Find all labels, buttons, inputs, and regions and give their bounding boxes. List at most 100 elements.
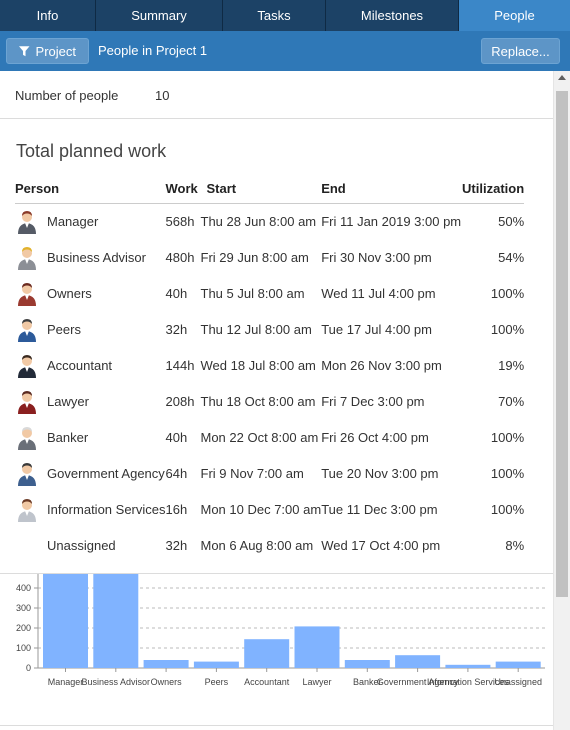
start-date: Mon 10 Dec 7:00 am [200, 501, 322, 517]
work-bar-chart: 0100200300400500ManagerBusiness AdvisorO… [16, 574, 545, 687]
people-count-value: 10 [155, 88, 170, 103]
table-header-row: Person Work Start End Utilization [15, 175, 525, 204]
table-row[interactable]: Peers 32h Thu 12 Jul 8:00 am Tue 17 Jul 4:0… [15, 311, 524, 347]
utilization-value: 100% [490, 285, 525, 301]
people-count-row: Number of people 10 [15, 88, 169, 103]
government-agency-avatar-icon [18, 463, 36, 486]
header-person: Person [15, 175, 166, 204]
project-filter-button[interactable]: Project [6, 38, 89, 64]
end-date: Tue 20 Nov 3:00 pm [321, 465, 439, 481]
table-row[interactable]: Unassigned 32h Mon 6 Aug 8:00 am Wed 17 Oct… [15, 527, 524, 563]
table-row[interactable]: Government Agency 64h Fri 9 Nov 7:00 am Tue… [15, 455, 524, 491]
y-tick-label: 300 [16, 603, 31, 613]
person-name: Business Advisor [47, 249, 146, 265]
tab-summary[interactable]: Summary [96, 0, 223, 31]
start-date: Fri 9 Nov 7:00 am [200, 465, 304, 481]
toolbar-title: People in Project 1 [98, 43, 208, 58]
tab-milestones[interactable]: Milestones [326, 0, 459, 31]
person-name: Manager [47, 213, 99, 229]
scroll-up-arrow-icon[interactable] [558, 75, 566, 80]
utilization-value: 70% [498, 393, 525, 409]
utilization-value: 19% [498, 357, 525, 373]
start-date: Thu 18 Oct 8:00 am [200, 393, 316, 409]
tab-info[interactable]: Info [0, 0, 96, 31]
replace-button[interactable]: Replace... [481, 38, 560, 64]
person-name: Peers [47, 321, 81, 337]
start-date: Mon 22 Oct 8:00 am [200, 429, 319, 445]
x-tick-label: Information Services [427, 677, 510, 687]
table-row[interactable]: Information Services 16h Mon 10 Dec 7:00 a… [15, 491, 524, 527]
person-name: Accountant [47, 357, 113, 373]
x-tick-label: Banker [353, 677, 382, 687]
end-date: Tue 11 Dec 3:00 pm [321, 501, 438, 517]
header-work: Work [165, 175, 201, 204]
people-panel: Number of people 10 Total planned work P… [0, 71, 553, 730]
chart-bar [193, 661, 239, 668]
chart-bar [294, 626, 340, 668]
work-hours: 16h [165, 501, 188, 517]
y-tick-label: 100 [16, 643, 31, 653]
header-end: End [321, 175, 462, 204]
y-tick-label: 400 [16, 583, 31, 593]
chart-bar [43, 574, 88, 668]
end-date: Fri 11 Jan 2019 3:00 pm [321, 213, 462, 229]
end-date: Fri 7 Dec 3:00 pm [321, 393, 425, 409]
person-name: Government Agency [47, 465, 165, 481]
vertical-scrollbar[interactable] [553, 71, 570, 730]
start-date: Mon 6 Aug 8:00 am [200, 537, 314, 553]
tab-tasks[interactable]: Tasks [223, 0, 326, 31]
chart-bar [395, 655, 441, 668]
end-date: Wed 17 Oct 4:00 pm [321, 537, 441, 553]
work-hours: 32h [165, 321, 188, 337]
x-tick-label: Manager [48, 677, 84, 687]
table-row[interactable]: Lawyer 208h Thu 18 Oct 8:00 am Fri 7 Dec 3:… [15, 383, 524, 419]
header-start: Start [200, 175, 322, 204]
people-count-label: Number of people [15, 88, 119, 103]
person-name: Lawyer [47, 393, 89, 409]
work-hours: 40h [165, 285, 188, 301]
lawyer-avatar-icon [18, 391, 36, 414]
table-row[interactable]: Business Advisor 480h Fri 29 Jun 8:00 am Fr… [15, 239, 524, 275]
end-date: Fri 30 Nov 3:00 pm [321, 249, 432, 265]
chart-bar [445, 664, 491, 668]
divider [0, 725, 553, 726]
utilization-value: 8% [505, 537, 525, 553]
end-date: Mon 26 Nov 3:00 pm [321, 357, 442, 373]
tab-people[interactable]: People [459, 0, 570, 31]
start-date: Wed 18 Jul 8:00 am [200, 357, 316, 373]
peers-avatar-icon [18, 319, 36, 342]
start-date: Fri 29 Jun 8:00 am [200, 249, 309, 265]
end-date: Fri 26 Oct 4:00 pm [321, 429, 429, 445]
utilization-value: 54% [498, 249, 525, 265]
information-services-avatar-icon [18, 499, 36, 522]
x-tick-label: Unassigned [494, 677, 542, 687]
x-tick-label: Owners [151, 677, 183, 687]
work-hours: 208h [165, 393, 195, 409]
manager-avatar-icon [18, 211, 36, 235]
chart-bar [143, 660, 189, 668]
owners-avatar-icon [18, 283, 36, 306]
x-tick-label: Government Agency [377, 677, 459, 687]
person-name: Information Services [47, 501, 166, 517]
chart-bar [344, 660, 390, 668]
x-tick-label: Business Advisor [82, 677, 151, 687]
work-hours: 40h [165, 429, 188, 445]
table-row[interactable]: Owners 40h Thu 5 Jul 8:00 am Wed 11 Jul 4:0… [15, 275, 524, 311]
work-hours: 144h [165, 357, 195, 373]
business-advisor-avatar-icon [18, 247, 36, 270]
person-name: Unassigned [47, 537, 116, 553]
person-name: Banker [47, 429, 89, 445]
banker-avatar-icon [18, 427, 36, 450]
tab-bar: Info Summary Tasks Milestones People [0, 0, 570, 31]
table-row[interactable]: Manager 568h Thu 28 Jun 8:00 am Fri 11 Jan … [15, 203, 524, 239]
chart-bar [495, 661, 541, 668]
table-row[interactable]: Accountant 144h Wed 18 Jul 8:00 am Mon 26 N… [15, 347, 524, 383]
filter-icon [19, 45, 30, 56]
project-filter-label: Project [35, 43, 76, 59]
chart-plot-area: 0100200300400500ManagerBusiness AdvisorO… [16, 574, 545, 687]
utilization-value: 100% [490, 465, 525, 481]
end-date: Wed 11 Jul 4:00 pm [321, 285, 436, 301]
table-row[interactable]: Banker 40h Mon 22 Oct 8:00 am Fri 26 Oct 4:… [15, 419, 524, 455]
scrollbar-thumb[interactable] [556, 91, 568, 597]
divider [0, 118, 553, 119]
